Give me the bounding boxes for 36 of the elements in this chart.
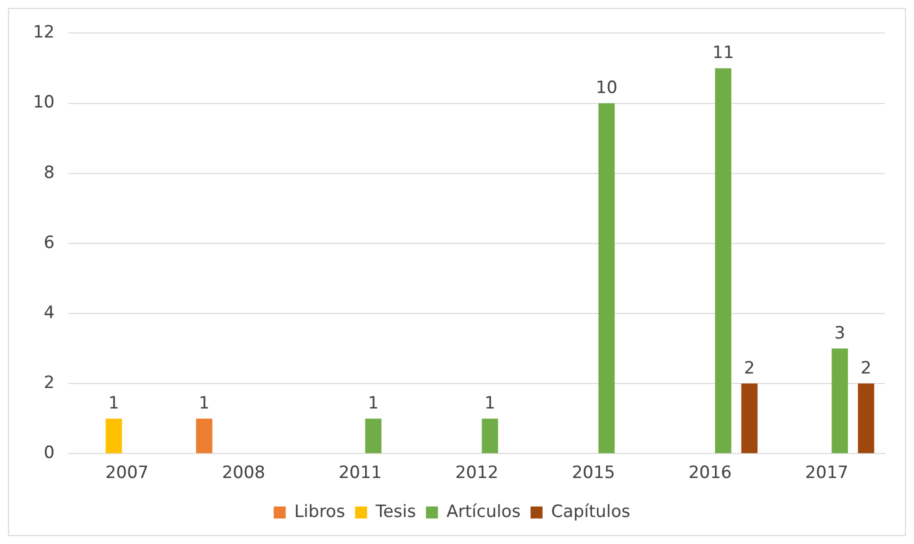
y-tick-label: 8: [44, 162, 55, 183]
x-tick-label: 2012: [455, 463, 498, 484]
data-label: 1: [108, 393, 120, 414]
legend-label: Artículos: [446, 502, 521, 522]
legend-label: Libros: [294, 502, 346, 522]
data-label: 2: [744, 358, 755, 378]
x-tick-label: 2015: [572, 463, 616, 484]
y-tick-label: 4: [44, 302, 55, 323]
bar: [106, 418, 122, 454]
bar: [832, 348, 848, 454]
legend-label: Tesis: [374, 502, 416, 522]
x-tick-label: 2016: [688, 463, 732, 484]
x-tick-label: 2011: [338, 463, 382, 484]
data-label: 1: [368, 393, 379, 414]
y-tick-label: 0: [44, 443, 55, 464]
bar: [482, 418, 498, 454]
data-label: 1: [484, 393, 496, 414]
y-tick-label: 6: [44, 232, 55, 253]
bar: [741, 384, 758, 454]
bar: [858, 384, 874, 454]
data-label: 1: [198, 393, 210, 414]
x-tick-label: 2007: [105, 463, 149, 484]
y-tick-label: 12: [32, 22, 55, 43]
y-tick-label: 10: [32, 92, 55, 113]
bar: [196, 418, 212, 454]
legend-label: Capítulos: [551, 502, 630, 522]
bar: [598, 103, 615, 454]
data-label: 11: [712, 43, 734, 64]
y-tick-label: 2: [44, 372, 55, 393]
data-label: 10: [596, 78, 618, 98]
x-tick-label: 2008: [222, 463, 266, 484]
bar: [365, 418, 382, 454]
data-label: 2: [860, 358, 872, 378]
data-label: 3: [834, 323, 846, 344]
bar: [715, 68, 732, 454]
x-tick-label: 2017: [805, 463, 848, 484]
